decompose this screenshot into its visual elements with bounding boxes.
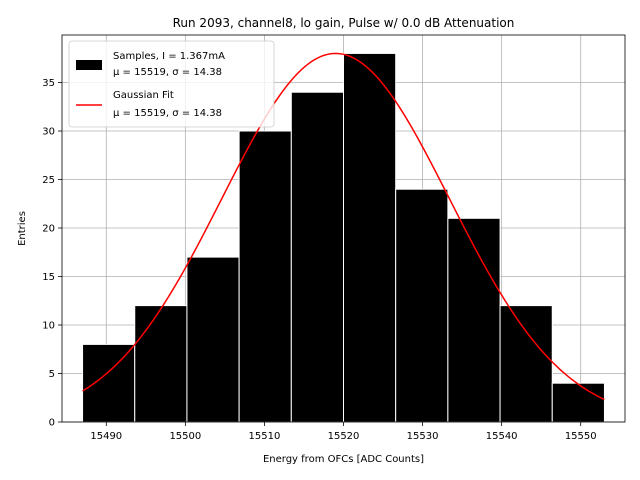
axis-ticks: 15490 15500 15510 15520 15530 15540 15550 0 5 10 1… — [42, 78, 596, 442]
y-tick-label: 15 — [42, 272, 55, 283]
x-tick-label: 15540 — [486, 431, 518, 442]
histogram-bar — [134, 305, 188, 423]
histogram-bars — [82, 52, 605, 423]
legend-fit-stats: μ = 15519, σ = 14.38 — [113, 108, 222, 119]
histogram-bar — [395, 188, 449, 423]
chart-title: Run 2093, channel8, lo gain, Pulse w/ 0.… — [173, 16, 515, 30]
y-tick-label: 0 — [49, 418, 55, 429]
histogram-bar — [499, 305, 553, 423]
y-tick-label: 20 — [42, 224, 55, 235]
x-tick-label: 15500 — [169, 431, 201, 442]
histogram-bar — [238, 130, 292, 423]
y-tick-label: 5 — [49, 369, 55, 380]
x-tick-label: 15510 — [249, 431, 281, 442]
gaussian-fit-line — [82, 52, 605, 401]
y-tick-label: 30 — [42, 127, 55, 138]
legend-samples-swatch — [76, 60, 102, 70]
legend-fit-label: Gaussian Fit — [113, 90, 174, 101]
x-tick-label: 15550 — [565, 431, 597, 442]
x-axis-label: Energy from OFCs [ADC Counts] — [263, 454, 424, 465]
histogram-bar — [551, 382, 605, 423]
legend: Samples, I = 1.367mA μ = 15519, σ = 14.3… — [68, 40, 275, 128]
histogram-bar — [447, 217, 501, 423]
x-tick-label: 15530 — [407, 431, 439, 442]
fit-layer — [82, 52, 605, 401]
y-tick-label: 35 — [42, 78, 55, 89]
histogram-bar — [186, 256, 240, 423]
legend-samples-label: Samples, I = 1.367mA — [113, 51, 225, 62]
histogram-bar — [343, 52, 397, 423]
histogram-bar — [290, 91, 344, 423]
y-tick-label: 25 — [42, 175, 55, 186]
histogram-bar — [82, 343, 136, 423]
legend-samples-stats: μ = 15519, σ = 14.38 — [113, 67, 222, 78]
legend-box — [68, 40, 275, 128]
x-tick-label: 15490 — [90, 431, 122, 442]
y-tick-label: 10 — [42, 321, 55, 332]
y-axis-label: Entries — [17, 211, 28, 246]
x-tick-label: 15520 — [328, 431, 360, 442]
